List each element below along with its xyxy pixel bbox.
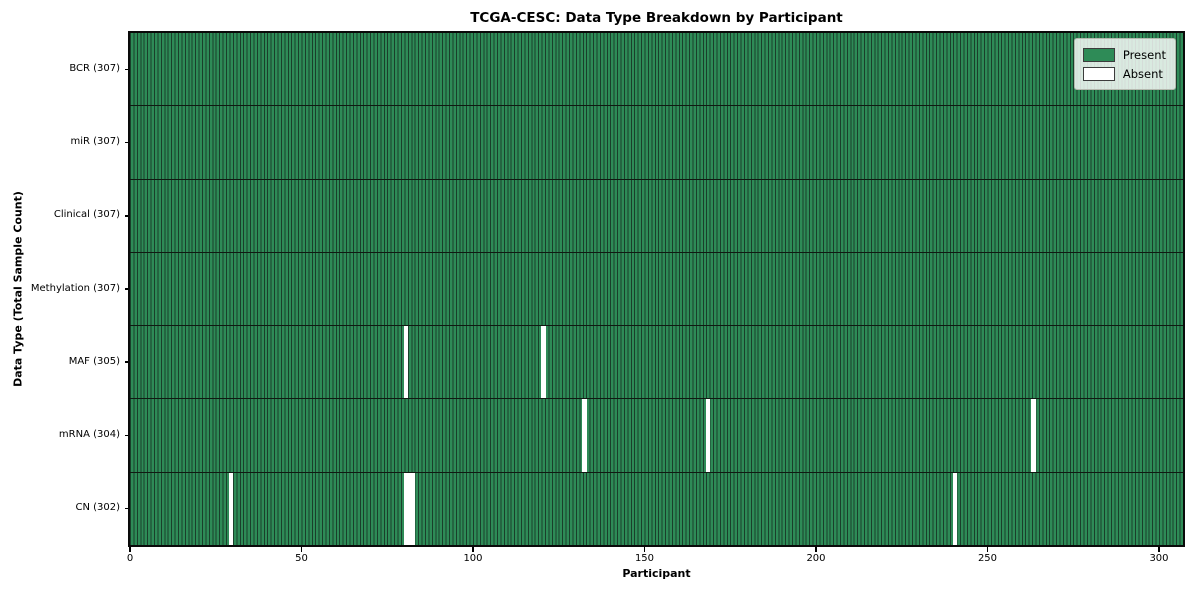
x-tick-label: 150 (634, 553, 655, 564)
absent-cell (705, 399, 711, 472)
absent-cell (952, 472, 958, 545)
y-axis: BCR (307) miR (307) Clinical (307) Methylat… (0, 33, 130, 545)
y-tick-mark (125, 215, 130, 217)
absent-cell (407, 472, 412, 545)
y-tick-label-Clinical: Clinical (307) (53, 209, 120, 221)
x-axis: 0 50 100 150 200 250 300 (127, 545, 1183, 569)
heatmap-row-miR (130, 106, 1183, 180)
legend-item-absent: Absent (1082, 64, 1166, 83)
y-tick-label-BCR: BCR (307) (69, 63, 120, 75)
absent-cell (410, 472, 416, 545)
x-tick-mark (472, 547, 474, 552)
heatmap-row-MAF (130, 326, 1183, 400)
x-tick-label: 300 (1149, 553, 1169, 564)
x-tick-mark (1158, 547, 1160, 552)
legend-label-present: Present (1122, 47, 1166, 62)
x-tick-mark (986, 547, 989, 552)
absent-cell (403, 326, 409, 399)
heatmap-row-mRNA (130, 399, 1183, 473)
chart-title: TCGA-CESC: Data Type Breakdown by Partic… (470, 10, 843, 26)
x-tick-label: 250 (977, 553, 998, 564)
x-tick-mark (129, 547, 131, 552)
absent-cell (540, 326, 546, 399)
y-tick-mark (125, 288, 130, 290)
heatmap-row-Methylation (130, 252, 1183, 327)
y-tick-mark (125, 142, 130, 144)
x-tick-mark (643, 547, 646, 552)
heatmap-row-CN (130, 472, 1183, 545)
y-tick-label-Methylation: Methylation (307) (30, 282, 120, 294)
y-tick-mark (125, 507, 130, 510)
y-tick-mark (125, 361, 130, 363)
legend-label-absent: Absent (1122, 66, 1163, 81)
x-axis-label: Participant (622, 567, 691, 580)
legend: Present Absent (1073, 38, 1176, 90)
x-tick-label: 100 (463, 553, 483, 564)
x-tick-label: 50 (295, 553, 308, 564)
absent-cell (1031, 399, 1037, 472)
y-tick-label-MAF: MAF (305) (68, 355, 120, 367)
absent-cell (228, 472, 234, 545)
y-tick-label-miR: miR (307) (70, 136, 120, 148)
y-tick-label-mRNA: mRNA (304) (58, 428, 120, 440)
plot-area: Present Absent (128, 31, 1185, 547)
legend-swatch-absent-icon (1082, 66, 1115, 81)
absent-cell (403, 472, 409, 545)
x-tick-mark (815, 547, 817, 552)
heatmap-grid (130, 33, 1183, 545)
legend-swatch-present-icon (1082, 47, 1115, 62)
x-tick-label: 200 (806, 553, 826, 564)
y-tick-mark (125, 68, 130, 71)
heatmap-row-Clinical (130, 179, 1183, 253)
x-tick-mark (300, 547, 303, 552)
y-tick-mark (125, 434, 130, 436)
heatmap-row-BCR (130, 33, 1183, 107)
y-tick-label-CN: CN (302) (75, 501, 120, 513)
absent-cell (582, 399, 587, 472)
legend-item-present: Present (1082, 45, 1166, 64)
x-tick-label: 0 (126, 553, 134, 564)
